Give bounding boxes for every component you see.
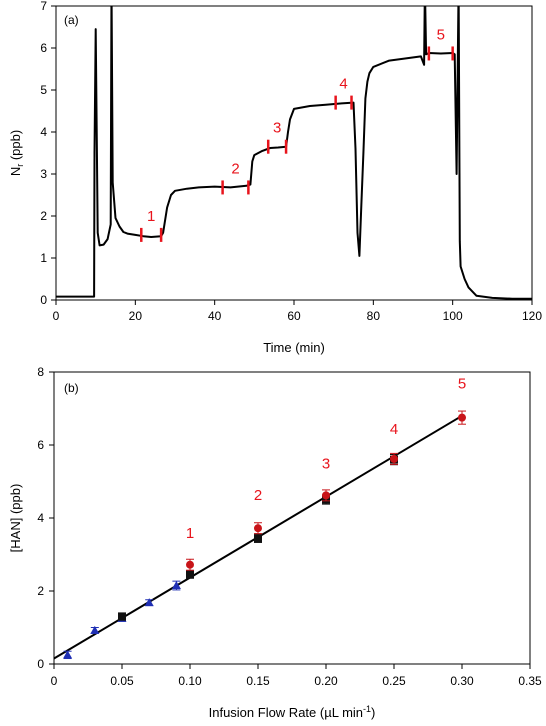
panel-a-x-tick-label: 60 — [287, 309, 301, 323]
panel-b-y-axis-label: [HAN] (ppb) — [8, 484, 23, 553]
panel-a-segment-label: 3 — [273, 120, 281, 137]
panel-a-y-tick-label: 6 — [40, 41, 47, 55]
panel-b-x-tick-label: 0.20 — [314, 674, 338, 688]
panel-b-y-axis: 0 2 4 6 8 — [37, 365, 54, 671]
panel-a-y-tick-label: 4 — [40, 125, 47, 139]
panel-b-x-tick-label: 0.25 — [382, 674, 406, 688]
panel-b-point-circle — [458, 413, 466, 422]
panel-a-x-tick-label: 20 — [129, 309, 143, 323]
panel-b-x-tick-label: 0.10 — [178, 674, 202, 688]
panel-a-y-tick-label: 0 — [40, 293, 47, 307]
panel-b-point-circle — [186, 560, 194, 569]
panel-a-y-tick-label: 5 — [40, 83, 47, 97]
panel-a-y-tick-label: 2 — [40, 209, 47, 223]
panel-b-annotation-label: 5 — [458, 375, 466, 392]
panel-b-annotation-label: 3 — [322, 456, 330, 473]
panel-b-x-axis-label-end: ) — [371, 705, 375, 720]
panel-a-y-axis-label-unit: (ppb) — [8, 130, 23, 164]
panel-b-plot-area: 1 2 3 4 5 — [53, 375, 466, 660]
panel-b-x-axis-label-sup: -1 — [363, 704, 371, 714]
panel-a-segment-label: 2 — [231, 160, 239, 177]
panel-b-x-tick-label: 0 — [51, 674, 58, 688]
panel-b-x-tick-label: 0.15 — [246, 674, 270, 688]
panel-b-point-triangle — [90, 625, 100, 634]
panel-b-x-tick-label: 0.35 — [518, 674, 542, 688]
panel-a-segment-label: 4 — [339, 76, 347, 93]
panel-b-point-circle — [390, 454, 398, 463]
panel-b-point-square — [186, 570, 194, 579]
panel-b-x-axis-label-main: Infusion Flow Rate (µL min — [209, 705, 363, 720]
panel-b-point-circle — [322, 491, 330, 500]
panel-a-x-tick-label: 0 — [53, 309, 60, 323]
panel-b-x-tick-label: 0.05 — [110, 674, 134, 688]
panel-a-x-tick-label: 40 — [208, 309, 222, 323]
panel-b-y-tick-label: 2 — [37, 584, 44, 598]
panel-a-y-tick-label: 1 — [40, 251, 47, 265]
panel-b-label: (b) — [64, 381, 79, 395]
panel-a-label: (a) — [64, 13, 79, 27]
panel-b-point-triangle — [63, 650, 73, 659]
panel-a-x-tick-label: 80 — [367, 309, 381, 323]
panel-b-y-tick-label: 8 — [37, 365, 44, 379]
panel-b-annotation-label: 4 — [390, 421, 398, 438]
panel-b-x-axis-label: Infusion Flow Rate (µL min-1) — [209, 704, 376, 720]
panel-a-y-axis-label: Nr (ppb) — [8, 130, 25, 176]
panel-b-point-triangle — [144, 598, 154, 607]
panel-b-chart: (b) 0 0.05 0.10 0.15 0.20 0.25 0.30 0.35 02468 … — [8, 365, 542, 720]
panel-b-y-tick-label: 6 — [37, 438, 44, 452]
panel-b-x-tick-label: 0.30 — [450, 674, 474, 688]
panel-b-point-triangle — [171, 581, 181, 590]
panel-a-segment-label: 5 — [437, 26, 445, 43]
panel-a-y-tick-label: 7 — [40, 0, 47, 13]
panel-b-y-tick-label: 4 — [37, 511, 44, 525]
panel-b-x-axis: 0 0.05 0.10 0.15 0.20 0.25 0.30 0.35 — [51, 664, 542, 688]
panel-a-x-tick-label: 120 — [522, 309, 542, 323]
panel-a-x-axis: 0 20 40 60 80 100 120 — [53, 300, 542, 323]
panel-b-annotation-label: 1 — [186, 525, 194, 542]
panel-a-plot-area: 1 2 3 4 5 — [56, 6, 532, 300]
panel-a-y-axis-label-sub: r — [15, 164, 25, 167]
panel-a-x-axis-label: Time (min) — [263, 340, 325, 355]
panel-a-x-tick-label: 100 — [443, 309, 463, 323]
panel-a-y-tick-label: 3 — [40, 167, 47, 181]
panel-b-point-circle — [254, 524, 262, 533]
panel-a-y-axis-label-main: N — [8, 167, 23, 176]
panel-b-point-square — [118, 612, 126, 621]
panel-b-y-tick-label: 0 — [37, 657, 44, 671]
panel-b-annotation-label: 2 — [254, 487, 262, 504]
panel-b-point-square — [254, 534, 262, 543]
panel-a-segment-label: 1 — [147, 208, 155, 225]
panel-a-series-line — [56, 6, 532, 300]
panel-a-y-axis: 0 1 2 3 4 5 6 7 — [40, 0, 56, 307]
